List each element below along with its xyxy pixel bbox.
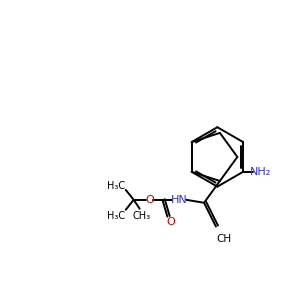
Text: CH: CH — [216, 234, 231, 244]
Text: HN: HN — [171, 195, 188, 205]
Text: H₃C: H₃C — [107, 211, 125, 221]
Text: O: O — [145, 195, 154, 205]
Text: O: O — [166, 217, 175, 226]
Text: CH₃: CH₃ — [133, 211, 151, 221]
Text: NH₂: NH₂ — [250, 167, 272, 177]
Text: H₃C: H₃C — [107, 181, 125, 191]
